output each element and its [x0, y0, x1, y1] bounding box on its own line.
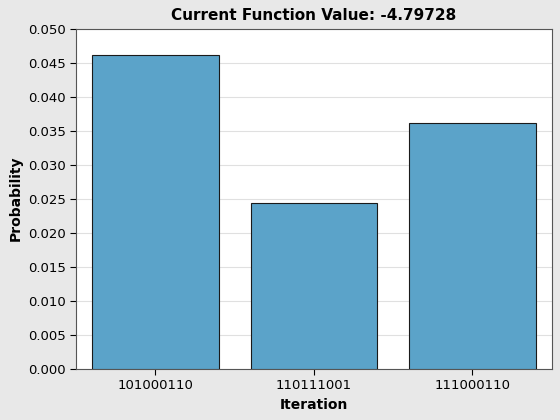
Y-axis label: Probability: Probability: [8, 156, 22, 241]
Bar: [92, 55, 219, 369]
Bar: [250, 203, 377, 369]
Bar: [409, 123, 536, 369]
Title: Current Function Value: -4.79728: Current Function Value: -4.79728: [171, 8, 456, 24]
X-axis label: Iteration: Iteration: [280, 398, 348, 412]
